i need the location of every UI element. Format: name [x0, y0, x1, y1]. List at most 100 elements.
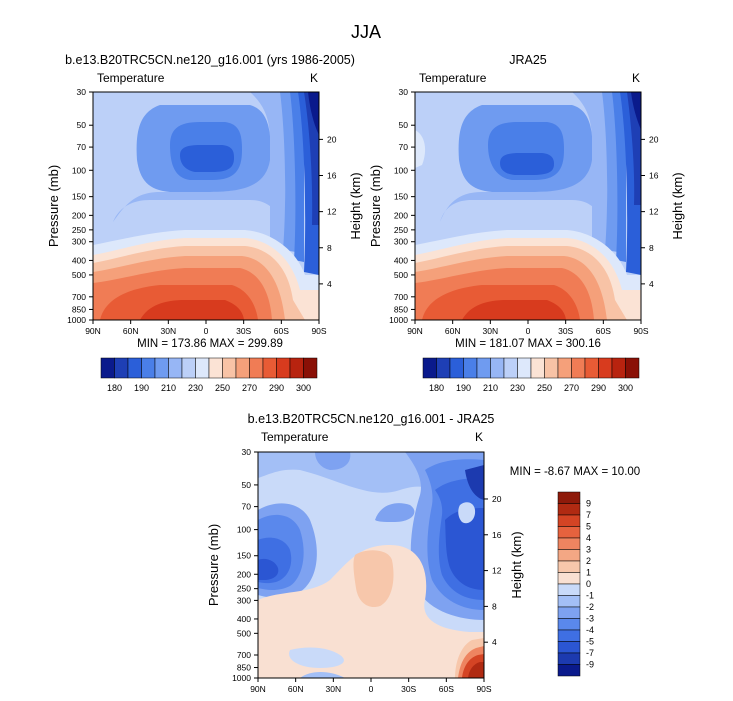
colorbar-swatch	[557, 583, 581, 596]
y2-axis-tick-label: 20	[649, 134, 659, 144]
colorbar-swatch	[127, 357, 142, 379]
colorbar-swatch	[625, 357, 640, 379]
colorbar-swatch	[289, 357, 304, 379]
contour-band	[290, 92, 304, 262]
colorbar-swatch	[100, 357, 115, 379]
x-axis-tick-label: 90S	[633, 326, 648, 336]
colorbar-label: 7	[586, 510, 591, 520]
colorbar-swatch	[235, 357, 250, 379]
colorbar-swatch	[422, 357, 437, 379]
colorbar-swatch	[584, 357, 599, 379]
colorbar-swatch	[557, 618, 581, 631]
y2-axis-tick-label: 16	[327, 171, 337, 181]
colorbar-label: 180	[107, 383, 122, 393]
y2-axis-tick-label: 12	[649, 207, 659, 217]
colorbar-label: 2	[586, 556, 591, 566]
colorbar-label: 210	[483, 383, 498, 393]
y-axis-tick-label: 1000	[67, 315, 86, 325]
contour-band	[592, 92, 607, 250]
contour-band	[113, 92, 285, 222]
colorbar-label: 300	[618, 383, 633, 393]
colorbar-swatch	[557, 514, 581, 527]
y-axis-tick-label: 150	[394, 192, 408, 202]
panel-difference-units-label: K	[475, 430, 483, 444]
colorbar-label: 270	[564, 383, 579, 393]
colorbar-swatch	[490, 357, 505, 379]
y2-axis-tick-label: 4	[649, 279, 654, 289]
panel-model-colorbar: 180 190 210 230 250 270 290 300	[100, 357, 318, 393]
y-axis-tick-label: 100	[394, 165, 408, 175]
colorbar-swatch	[557, 595, 581, 608]
colorbar-swatch	[557, 664, 581, 677]
contour-band	[465, 465, 484, 500]
x-axis-tick-label: 30N	[161, 326, 177, 336]
colorbar-swatch	[303, 357, 318, 379]
x-axis-tick-label: 0	[204, 326, 209, 336]
panel-difference-title: b.e13.B20TRC5CN.ne120_g16.001 - JRA25	[248, 412, 495, 426]
contour-band	[440, 92, 607, 222]
panel-difference: b.e13.B20TRC5CN.ne120_g16.001 - JRA25 Te…	[206, 412, 640, 694]
colorbar-swatch	[544, 357, 559, 379]
contour-band	[500, 153, 554, 175]
x-axis-tick-label: 0	[526, 326, 531, 336]
panel-reanalysis-y-axis-title: Pressure (mb)	[368, 165, 383, 247]
colorbar-swatch	[557, 572, 581, 585]
colorbar-label: -5	[586, 637, 594, 647]
contour-band	[270, 92, 285, 250]
colorbar-label: 3	[586, 545, 591, 555]
colorbar-swatch	[449, 357, 464, 379]
y-axis-tick-label: 50	[399, 120, 409, 130]
contour-band	[140, 300, 244, 320]
y-axis-tick-label: 30	[399, 87, 409, 97]
x-axis-tick-label: 60N	[445, 326, 461, 336]
x-axis-tick-label: 0	[369, 684, 374, 694]
colorbar-label: -4	[586, 625, 594, 635]
colorbar-swatch	[181, 357, 196, 379]
y2-axis-tick-label: 16	[492, 530, 502, 540]
y-axis-tick-label: 250	[394, 225, 408, 235]
y-axis-tick-label: 850	[72, 304, 86, 314]
colorbar-swatch	[557, 652, 581, 665]
colorbar-swatch	[114, 357, 129, 379]
panel-difference-variable-label: Temperature	[261, 430, 329, 444]
colorbar-swatch	[611, 357, 626, 379]
contour-band	[468, 662, 484, 678]
panel-reanalysis-variable-label: Temperature	[419, 71, 487, 85]
panel-model-y2-axis-title: Height (km)	[348, 172, 363, 239]
y-axis-tick-label: 200	[237, 569, 251, 579]
x-axis-tick-label: 60N	[123, 326, 139, 336]
colorbar-swatch	[557, 537, 581, 550]
y-axis-tick-label: 850	[237, 663, 251, 673]
colorbar-swatch	[557, 357, 572, 379]
x-axis-tick-label: 30N	[483, 326, 499, 336]
colorbar-swatch	[168, 357, 183, 379]
colorbar-label: 250	[215, 383, 230, 393]
colorbar-swatch	[517, 357, 532, 379]
contour-band	[462, 300, 566, 320]
contour-band	[289, 647, 344, 668]
contour-band	[353, 550, 394, 608]
panel-difference-colorbar: 97 54 32 10 -1-2 -3-4 -5-7 -9	[557, 491, 594, 677]
y-axis-tick-label: 200	[72, 210, 86, 220]
colorbar-label: 9	[586, 499, 591, 509]
y2-axis-tick-label: 20	[327, 134, 337, 144]
y-axis-tick-label: 200	[394, 210, 408, 220]
y2-axis-tick-label: 12	[492, 566, 502, 576]
y-axis-tick-label: 850	[394, 304, 408, 314]
y2-axis-tick-label: 20	[492, 494, 502, 504]
colorbar-swatch	[557, 641, 581, 654]
colorbar-label: 270	[242, 383, 257, 393]
panel-reanalysis-units-label: K	[632, 71, 640, 85]
contour-band	[631, 92, 641, 130]
y-axis-tick-label: 400	[394, 255, 408, 265]
contour-band	[445, 508, 484, 590]
panel-reanalysis-y2-axis-title: Height (km)	[670, 172, 685, 239]
colorbar-swatch	[557, 606, 581, 619]
x-axis-tick-label: 90N	[250, 684, 266, 694]
panel-difference-stats: MIN = -8.67 MAX = 10.00	[510, 466, 640, 478]
colorbar-label: 230	[188, 383, 203, 393]
y-axis-tick-label: 70	[399, 142, 409, 152]
contour-band	[180, 145, 234, 172]
panel-difference-contour-field	[258, 452, 484, 678]
